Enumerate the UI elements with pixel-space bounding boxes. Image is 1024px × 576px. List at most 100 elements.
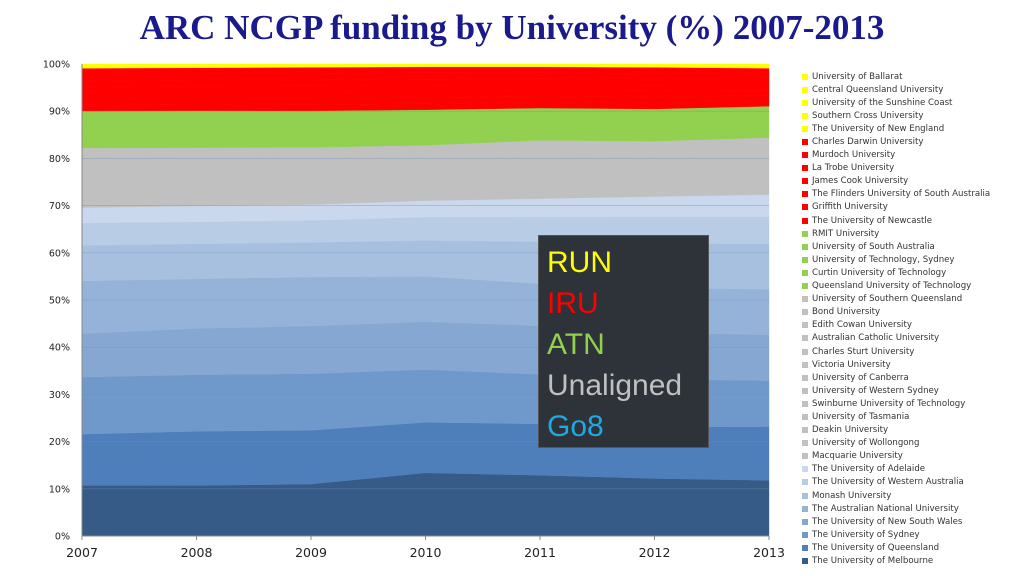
- legend-label: Charles Darwin University: [812, 137, 924, 148]
- legend-swatch: [802, 73, 808, 80]
- legend-item: Southern Cross University: [802, 109, 990, 122]
- y-tick-label: 80%: [49, 154, 70, 165]
- legend-item: The University of Melbourne: [802, 554, 990, 567]
- legend-label: University of Southern Queensland: [812, 294, 963, 305]
- legend-label: Queensland University of Technology: [812, 281, 972, 292]
- x-tick-label: 2012: [639, 545, 671, 560]
- x-tick-label: 2008: [181, 545, 213, 560]
- legend-swatch: [802, 322, 808, 329]
- legend-swatch: [802, 86, 808, 93]
- area-university-of-ballarat: [81, 63, 770, 66]
- legend-item: The University of Newcastle: [802, 214, 990, 227]
- legend-item: Monash University: [802, 489, 990, 502]
- legend-swatch: [802, 256, 808, 263]
- legend-item: James Cook University: [802, 175, 990, 188]
- legend-item: University of Canberra: [802, 371, 990, 384]
- legend-label: The University of Queensland: [812, 542, 940, 553]
- legend-item: Victoria University: [802, 358, 990, 371]
- legend-label: Central Queensland University: [812, 84, 944, 95]
- legend-item: The Flinders University of South Austral…: [802, 188, 990, 201]
- legend-swatch: [802, 413, 808, 420]
- legend-label: Curtin University of Technology: [812, 267, 947, 278]
- legend-swatch: [802, 191, 808, 198]
- legend-item: University of Wollongong: [802, 437, 990, 450]
- legend-label: Swinburne University of Technology: [812, 398, 966, 409]
- legend-label: The Australian National University: [812, 503, 959, 514]
- legend-item: Curtin University of Technology: [802, 266, 990, 279]
- legend-swatch: [802, 309, 808, 316]
- legend-label: The University of Sydney: [812, 529, 920, 540]
- legend-swatch: [802, 139, 808, 146]
- legend-label: Victoria University: [812, 359, 891, 370]
- axes: 0% 10% 20% 30% 40% 50% 60% 70% 80% 90% 100% 2007 200…: [43, 60, 785, 561]
- x-tick-label: 2007: [66, 545, 98, 560]
- y-tick-label: 30%: [49, 390, 70, 401]
- y-tick-label: 90%: [49, 107, 70, 118]
- legend-item: The University of Sydney: [802, 528, 990, 541]
- legend-swatch: [802, 374, 808, 381]
- legend-item: University of Western Sydney: [802, 384, 990, 397]
- legend-swatch: [802, 269, 808, 276]
- chart-title: ARC NCGP funding by University (%) 2007-…: [139, 8, 885, 47]
- legend-item: Deakin University: [802, 424, 990, 437]
- group-label-unaligned: Unaligned: [547, 369, 683, 402]
- legend-label: Griffith University: [812, 202, 888, 213]
- y-tick-label: 60%: [49, 248, 70, 259]
- legend-label: University of the Sunshine Coast: [812, 97, 953, 108]
- legend-item: Charles Sturt University: [802, 345, 990, 358]
- legend-label: University of South Australia: [812, 241, 935, 252]
- legend-swatch: [802, 283, 808, 290]
- legend-item: Edith Cowan University: [802, 319, 990, 332]
- legend-label: Murdoch University: [812, 150, 896, 161]
- legend-label: The University of Melbourne: [812, 556, 934, 567]
- y-tick-label: 0%: [55, 532, 70, 543]
- legend-swatch: [802, 296, 808, 303]
- x-tick-label: 2011: [524, 545, 556, 560]
- legend-swatch: [802, 217, 808, 224]
- legend-swatch: [802, 387, 808, 394]
- y-tick-label: 50%: [49, 296, 70, 307]
- y-tick-label: 100%: [43, 60, 70, 71]
- legend-label: Australian Catholic University: [812, 333, 940, 344]
- legend-swatch: [802, 453, 808, 460]
- legend-item: Murdoch University: [802, 149, 990, 162]
- legend-item: Swinburne University of Technology: [802, 397, 990, 410]
- legend-swatch: [802, 505, 808, 512]
- legend-swatch: [802, 204, 808, 211]
- y-tick-label: 70%: [49, 201, 70, 212]
- x-tick-label: 2009: [295, 545, 327, 560]
- legend-swatch: [802, 335, 808, 342]
- legend-label: Deakin University: [812, 425, 889, 436]
- legend-swatch: [802, 479, 808, 486]
- legend-item: The Australian National University: [802, 502, 990, 515]
- legend-item: The University of Adelaide: [802, 463, 990, 476]
- legend-swatch: [802, 440, 808, 447]
- legend-swatch: [802, 243, 808, 250]
- legend-label: James Cook University: [812, 176, 909, 187]
- legend-label: Charles Sturt University: [812, 346, 915, 357]
- legend-label: Edith Cowan University: [812, 320, 912, 331]
- legend-swatch: [802, 178, 808, 185]
- legend-item: The University of New England: [802, 122, 990, 135]
- x-tick-label: 2010: [410, 545, 442, 560]
- y-tick-label: 20%: [49, 437, 70, 448]
- group-label-run: RUN: [547, 246, 612, 279]
- legend-item: The University of New South Wales: [802, 515, 990, 528]
- group-label-atn: ATN: [547, 328, 605, 361]
- legend-label: The Flinders University of South Austral…: [812, 189, 991, 200]
- legend-label: The University of Western Australia: [812, 477, 964, 488]
- legend-swatch: [802, 165, 808, 172]
- legend-label: The University of New South Wales: [812, 516, 963, 527]
- legend-swatch: [802, 466, 808, 473]
- legend-item: Macquarie University: [802, 450, 990, 463]
- legend-item: University of the Sunshine Coast: [802, 96, 990, 109]
- legend-label: Macquarie University: [812, 451, 903, 462]
- legend-swatch: [802, 492, 808, 499]
- legend-item: La Trobe University: [802, 162, 990, 175]
- legend-swatch: [802, 544, 808, 551]
- legend-swatch: [802, 427, 808, 434]
- legend-item: University of Southern Queensland: [802, 293, 990, 306]
- legend-item: The University of Western Australia: [802, 476, 990, 489]
- legend-swatch: [802, 361, 808, 368]
- group-key-box: RUN IRU ATN Unaligned Go8: [538, 235, 709, 448]
